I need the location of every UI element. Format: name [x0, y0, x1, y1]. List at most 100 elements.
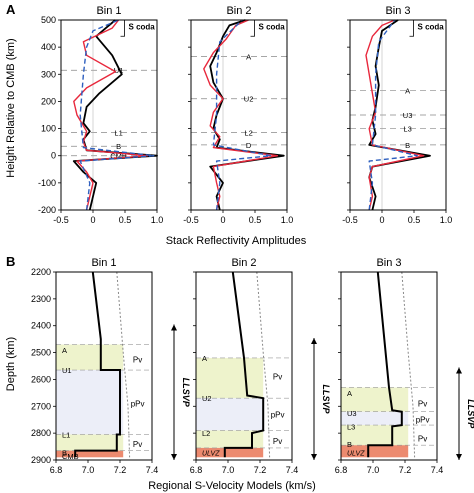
panel-a-bin-3: Bin 3 A U3 L3 B S coda -0.5 0 0.5 1.0	[342, 5, 452, 225]
panel-a-xtick-label: 0	[379, 215, 384, 225]
panel-b-layer-label: B	[347, 440, 352, 449]
panel-a-coda-bracket	[409, 19, 414, 37]
panel-a-phase-label: A	[405, 87, 410, 96]
panel-a-xtick-label: 0	[90, 215, 95, 225]
panel-a-ytick-label: 500	[41, 15, 56, 25]
panel-a-phase-label: B	[116, 142, 121, 151]
panel-b-velocity-model	[74, 271, 121, 458]
panel-a-frame	[60, 19, 158, 211]
panel-b-layer	[56, 344, 124, 371]
panel-b-layer-label: A	[62, 346, 67, 355]
panel-b-xtick-label: 7.4	[286, 465, 299, 475]
panel-b-layer	[56, 370, 124, 435]
panel-b-layer-label: ULVZ	[347, 451, 365, 458]
panel-b-layer	[341, 411, 409, 426]
panel-a-series-black	[209, 19, 285, 211]
panel-b-ytick-label: 2300	[31, 294, 51, 304]
panel-b-layer	[56, 450, 124, 458]
panel-a-xlabel: Stack Reflectivity Amplitudes	[166, 235, 307, 247]
panel-a-coda-label: S coda	[418, 23, 445, 32]
panel-a-phase-label: U2	[244, 95, 254, 104]
panel-b-xtick-label: 7.0	[222, 465, 235, 475]
panel-a-phase-label: B	[405, 141, 410, 150]
panel-b-xtick-label: 7.2	[114, 465, 127, 475]
panel-a-ytick-label: 200	[41, 96, 56, 106]
panel-a-bin-title: Bin 1	[96, 5, 121, 17]
panel-b-layer	[196, 357, 264, 399]
panel-a-xtick-label: 1.0	[151, 215, 164, 225]
panel-b-bin-title: Bin 1	[91, 257, 116, 269]
panel-b-llsvp-label: LLSVP	[466, 399, 474, 429]
panel-a-phase-label: L3	[403, 125, 411, 134]
panel-b-ytick-label: 2500	[31, 348, 51, 358]
panel-b-layer-label: L2	[202, 429, 210, 438]
panel-b-frame	[55, 271, 153, 461]
panel-a-ytick-label: 300	[41, 69, 56, 79]
panel-a-phase-label: CMB	[110, 152, 127, 161]
panel-b-layer-label: B	[62, 449, 67, 458]
panel-a-ytick-label: 100	[41, 124, 56, 134]
panel-a-phase-label: L1	[114, 129, 122, 138]
panel-b-phase-label: Pv	[273, 437, 282, 446]
panel-b-xtick-label: 7.4	[431, 465, 444, 475]
panel-b-ylabel: Depth (km)	[5, 337, 17, 391]
panel-b-phase-label: Pv	[273, 373, 282, 382]
panel-b-reference-model	[401, 271, 416, 458]
panel-a-bin-title: Bin 3	[385, 5, 410, 17]
panel-a-series-blue	[212, 19, 272, 211]
panel-a-xtick-label: -0.5	[342, 215, 358, 225]
panel-b-layer	[196, 430, 264, 448]
panel-b-phase-label: pPv	[416, 416, 430, 425]
panel-b-xtick-label: 7.0	[82, 465, 95, 475]
panel-b-phase-label: pPv	[271, 410, 285, 419]
panel-a-xtick-label: 0.5	[408, 215, 421, 225]
panel-a-coda-label: S coda	[129, 23, 156, 32]
panel-b-reference-model	[256, 271, 271, 458]
panel-b-layer	[341, 445, 409, 458]
panel-a-phase-label: U3	[403, 111, 413, 120]
panel-b-layer-label: ULVZ	[202, 451, 220, 458]
panel-a-xtick-label: -0.5	[183, 215, 199, 225]
panel-b-bin-title: Bin 2	[231, 257, 256, 269]
panel-a-ytick-label: 400	[41, 42, 56, 52]
panel-b-bin-2: Bin 2 A U2 L2 ULVZ Pv pPv Pv LLSVP 6.8 7.0 7.2 7.4	[190, 257, 331, 475]
panel-b-phase-label: Pv	[418, 400, 427, 409]
panel-a-frame	[349, 19, 447, 211]
panel-a-phase-label: D	[246, 141, 252, 150]
panel-b-ytick-label: 2900	[31, 455, 51, 465]
panel-b-phase-label: Pv	[418, 435, 427, 444]
panel-b-llsvp-arrowhead-bottom	[171, 454, 177, 460]
panel-b-xtick-label: 7.0	[367, 465, 380, 475]
panel-b-llsvp-label: LLSVP	[321, 384, 331, 414]
panel-b-layer-label: U1	[62, 366, 72, 375]
panel-a-frame	[190, 19, 288, 211]
panel-a-series-red	[365, 19, 425, 211]
panel-b-xtick-label: 6.8	[50, 465, 63, 475]
panel-b-xtick-label: 6.8	[335, 465, 348, 475]
panel-b-bin-3: Bin 3 A U3 L3 B ULVZ Pv pPv Pv LLSVP 6.8 7.0 7.2 7.4	[335, 257, 474, 475]
panel-a-coda-bracket	[250, 19, 255, 37]
panel-b-xlabel: Regional S-Velocity Models (km/s)	[148, 480, 316, 492]
panel-a-coda-label: S coda	[259, 23, 286, 32]
panel-b-layer-label: L1	[62, 430, 70, 439]
panel-a-xtick-label: 1.0	[281, 215, 294, 225]
panel-b-layer	[56, 434, 124, 451]
panel-a-ylabel: Height Relative to CMB (km)	[5, 38, 17, 177]
panel-b-xtick-label: 7.2	[399, 465, 412, 475]
panel-b-llsvp-label: LLSVP	[181, 378, 191, 408]
panel-a-xtick-label: 0	[220, 215, 225, 225]
panel-b-ytick-label: 2600	[31, 374, 51, 384]
panel-b-xtick-label: 7.2	[254, 465, 267, 475]
panel-a-ytick-label: -100	[38, 178, 56, 188]
panel-b-llsvp-arrowhead-top	[456, 367, 462, 374]
panel-a-ytick-label: -200	[38, 205, 56, 215]
panel-b-llsvp-arrowhead-top	[311, 337, 317, 344]
panel-b-layer-label: A	[347, 389, 352, 398]
panel-b-layer-label: U3	[347, 409, 357, 418]
panel-a-series-blue	[79, 19, 155, 211]
panel-b-ytick-label: 2400	[31, 321, 51, 331]
